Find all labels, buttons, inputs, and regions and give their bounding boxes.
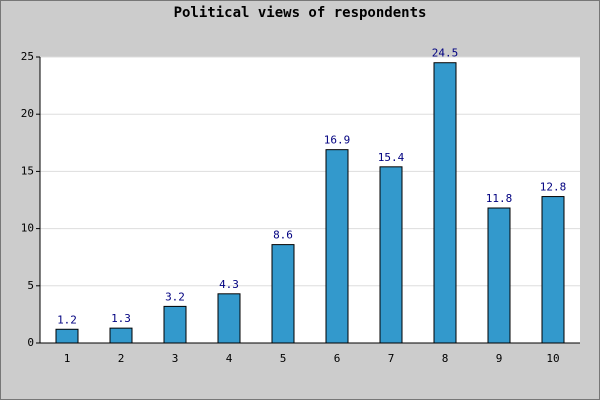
- chart-title: Political views of respondents: [174, 5, 427, 21]
- bar: [325, 149, 349, 344]
- value-label: 12.8: [540, 181, 567, 194]
- x-tick-label: 7: [388, 352, 395, 365]
- y-tick-label: 0: [27, 336, 34, 349]
- bar: [109, 327, 133, 344]
- value-label: 24.5: [432, 47, 459, 60]
- bar: [379, 166, 403, 344]
- value-label: 1.2: [57, 313, 77, 326]
- value-label: 4.3: [219, 278, 239, 291]
- y-tick-label: 5: [27, 279, 34, 292]
- bar: [271, 244, 295, 344]
- x-tick-label: 2: [118, 352, 125, 365]
- x-tick-label: 8: [442, 352, 449, 365]
- value-label: 16.9: [324, 134, 351, 147]
- bar: [433, 62, 457, 344]
- x-tick-label: 5: [280, 352, 287, 365]
- bar: [487, 207, 511, 344]
- y-tick-label: 20: [21, 107, 34, 120]
- bar: [163, 305, 187, 344]
- x-tick-label: 4: [226, 352, 233, 365]
- x-tick-label: 3: [172, 352, 179, 365]
- x-tick-label: 6: [334, 352, 341, 365]
- value-label: 3.2: [165, 290, 185, 303]
- bar: [541, 196, 565, 344]
- value-label: 15.4: [378, 151, 405, 164]
- value-label: 11.8: [486, 192, 513, 205]
- y-tick-label: 10: [21, 222, 34, 235]
- value-label: 1.3: [111, 312, 131, 325]
- x-tick-label: 9: [496, 352, 503, 365]
- x-tick-label: 10: [546, 352, 559, 365]
- y-tick-label: 15: [21, 164, 34, 177]
- y-tick-label: 25: [21, 50, 34, 63]
- value-label: 8.6: [273, 229, 293, 242]
- bar: [217, 293, 241, 344]
- bar: [55, 328, 79, 344]
- x-tick-label: 1: [64, 352, 71, 365]
